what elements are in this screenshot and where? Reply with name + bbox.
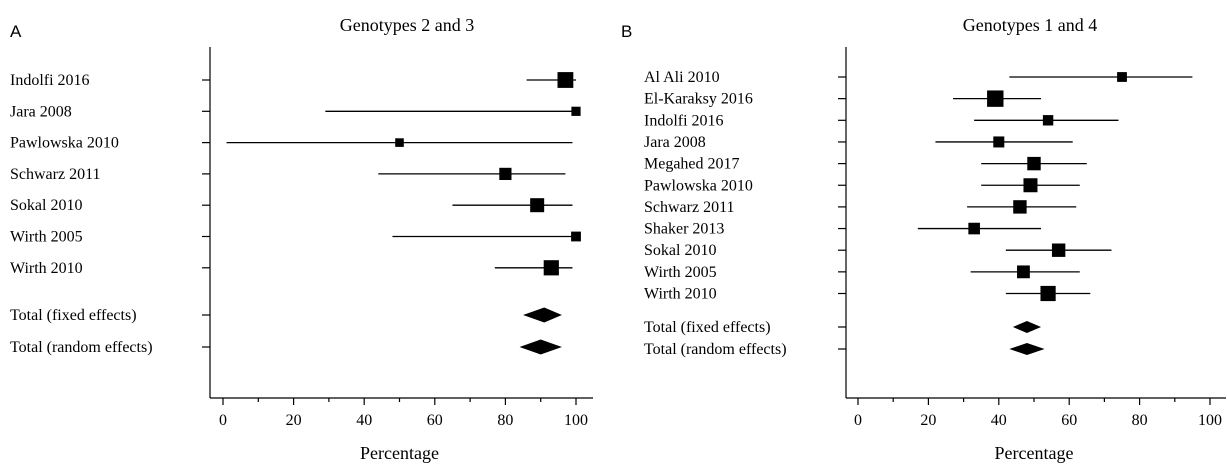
panel-b-study-label-wirth-2010: Wirth 2010 — [644, 286, 717, 303]
panel-b-study-label-shaker-2013: Shaker 2013 — [644, 221, 724, 238]
panel-b-x-tick-label-100: 100 — [1198, 412, 1222, 429]
panel-a-pooled-diamond-total-fixed-effects- — [523, 307, 562, 323]
panel-a-title: Genotypes 2 and 3 — [340, 15, 474, 35]
panel-b-study-label-jara-2008: Jara 2008 — [644, 134, 706, 151]
panel-b-point-estimate-pawlowska-2010 — [1023, 178, 1038, 193]
panel-a-study-label-wirth-2010: Wirth 2010 — [10, 260, 83, 277]
panel-b-point-estimate-wirth-2010 — [1040, 285, 1056, 302]
panel-a-point-estimate-jara-2008 — [571, 106, 581, 116]
panel-a-study-label-sokal-2010: Sokal 2010 — [10, 197, 82, 214]
panel-b-pooled-diamond-total-fixed-effects- — [1012, 321, 1042, 333]
panel-b-x-axis-label: Percentage — [995, 443, 1074, 463]
panel-b-point-estimate-jara-2008 — [993, 136, 1005, 148]
panel-a-x-tick-label-0: 0 — [219, 412, 227, 429]
panel-b-point-estimate-schwarz-2011 — [1013, 200, 1027, 214]
panel-a-x-axis-label: Percentage — [360, 443, 439, 463]
panel-b-study-label-el-karaksy-2016: El-Karaksy 2016 — [644, 91, 753, 108]
panel-b-point-estimate-el-karaksy-2016 — [987, 90, 1004, 107]
panel-a-x-tick-label-100: 100 — [564, 412, 588, 429]
panel-a-x-tick-label-20: 20 — [286, 412, 302, 429]
panel-a-pooled-label-total-random-effects-: Total (random effects) — [10, 339, 153, 356]
panel-b-study-label-megahed-2017: Megahed 2017 — [644, 156, 740, 173]
panel-b-title: Genotypes 1 and 4 — [963, 15, 1097, 35]
panel-b-x-tick-label-80: 80 — [1132, 412, 1148, 429]
panel-b-study-label-indolfi-2016: Indolfi 2016 — [644, 112, 724, 129]
panel-a-study-label-schwarz-2011: Schwarz 2011 — [10, 166, 101, 183]
panel-b-x-tick-label-0: 0 — [854, 412, 862, 429]
panel-b-pooled-label-total-random-effects-: Total (random effects) — [644, 341, 787, 358]
panel-a-point-estimate-schwarz-2011 — [499, 167, 512, 180]
panel-a-pooled-label-total-fixed-effects-: Total (fixed effects) — [10, 307, 137, 324]
panel-a-study-label-indolfi-2016: Indolfi 2016 — [10, 72, 90, 89]
panel-a-x-tick-label-80: 80 — [497, 412, 513, 429]
panel-a-point-estimate-pawlowska-2010 — [395, 138, 404, 147]
panel-b-study-label-schwarz-2011: Schwarz 2011 — [644, 199, 735, 216]
panel-a-x-tick-label-40: 40 — [356, 412, 372, 429]
panel-b-x-tick-label-60: 60 — [1061, 412, 1077, 429]
panel-b-point-estimate-sokal-2010 — [1051, 243, 1066, 257]
panel-a-pooled-diamond-total-random-effects- — [519, 339, 562, 355]
panel-b-study-label-al-ali-2010: Al Ali 2010 — [644, 69, 720, 86]
panel-b-study-label-sokal-2010: Sokal 2010 — [644, 242, 716, 259]
panel-a-point-estimate-indolfi-2016 — [557, 72, 574, 88]
panel-b-study-label-wirth-2005: Wirth 2005 — [644, 264, 717, 281]
panel-b-letter: B — [621, 22, 632, 41]
panel-b-point-estimate-al-ali-2010 — [1117, 72, 1127, 82]
panel-b-x-tick-label-20: 20 — [920, 412, 936, 429]
panel-a-x-tick-label-60: 60 — [427, 412, 443, 429]
panel-a-point-estimate-wirth-2010 — [543, 260, 559, 276]
panel-b-point-estimate-wirth-2005 — [1017, 265, 1030, 279]
panel-a-study-label-wirth-2005: Wirth 2005 — [10, 229, 83, 246]
panel-a-point-estimate-wirth-2005 — [571, 231, 581, 242]
panel-b-study-label-pawlowska-2010: Pawlowska 2010 — [644, 177, 753, 194]
panel-a-letter: A — [10, 22, 22, 41]
panel-b-point-estimate-indolfi-2016 — [1042, 115, 1054, 126]
panel-b-point-estimate-shaker-2013 — [968, 222, 980, 235]
panel-b-pooled-label-total-fixed-effects-: Total (fixed effects) — [644, 319, 771, 336]
panel-a-point-estimate-sokal-2010 — [530, 198, 545, 213]
panel-b-x-tick-label-40: 40 — [991, 412, 1007, 429]
panel-b-pooled-diamond-total-random-effects- — [1009, 343, 1045, 355]
panel-b-point-estimate-megahed-2017 — [1027, 156, 1041, 171]
panel-a-study-label-jara-2008: Jara 2008 — [10, 103, 72, 120]
panel-a-study-label-pawlowska-2010: Pawlowska 2010 — [10, 135, 119, 152]
